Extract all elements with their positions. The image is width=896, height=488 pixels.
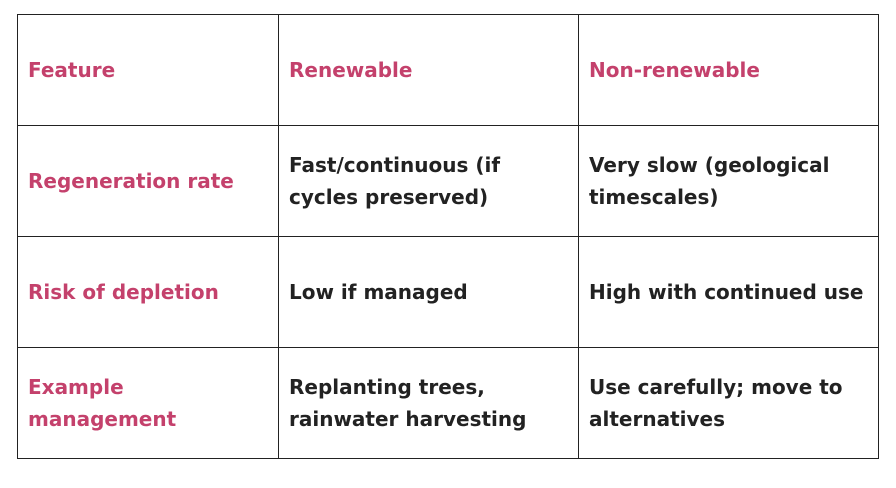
table-cell: Risk of depletion (17, 236, 279, 348)
cell-text: Regeneration rate (28, 169, 234, 193)
cell-text: Feature (28, 58, 116, 82)
header-row: Feature Renewable Non-renewable (17, 14, 879, 126)
cell-text: rainwater harvesting (289, 407, 527, 431)
table-cell: Fast/continuous (if cycles preserved) (278, 125, 579, 237)
cell-text: Replanting trees, (289, 375, 485, 399)
cell-text: Renewable (289, 58, 413, 82)
cell-text: High with continued use (589, 280, 864, 304)
header-cell: Feature (17, 14, 279, 126)
table-cell: Use carefully; move to alternatives (578, 347, 879, 459)
table-cell: High with continued use (578, 236, 879, 348)
table-cell: Low if managed (278, 236, 579, 348)
table-cell: Very slow (geological timescales) (578, 125, 879, 237)
cell-text: alternatives (589, 407, 725, 431)
cell-text: timescales) (589, 185, 719, 209)
cell-text: Low if managed (289, 280, 468, 304)
cell-text: management (28, 407, 177, 431)
table-cell: Regeneration rate (17, 125, 279, 237)
cell-text: Example (28, 375, 124, 399)
table-row: Risk of depletion Low if managed High with… (17, 236, 879, 348)
table-cell: Example management (17, 347, 279, 459)
cell-text: Risk of depletion (28, 280, 219, 304)
header-cell: Renewable (278, 14, 579, 126)
comparison-table: Feature Renewable Non-renewable Regeneratio… (17, 14, 879, 459)
cell-text: cycles preserved) (289, 185, 489, 209)
cell-text: Very slow (geological (589, 153, 830, 177)
table-cell: Replanting trees, rainwater harvesting (278, 347, 579, 459)
table-row: Regeneration rate Fast/continuous (if cycl… (17, 125, 879, 237)
table-body: Feature Renewable Non-renewable Regeneratio… (17, 14, 879, 459)
header-cell: Non-renewable (578, 14, 879, 126)
cell-text: Fast/continuous (if (289, 153, 501, 177)
cell-text: Non-renewable (589, 58, 760, 82)
table-row: Example management Replanting trees, rainwa… (17, 347, 879, 459)
cell-text: Use carefully; move to (589, 375, 843, 399)
